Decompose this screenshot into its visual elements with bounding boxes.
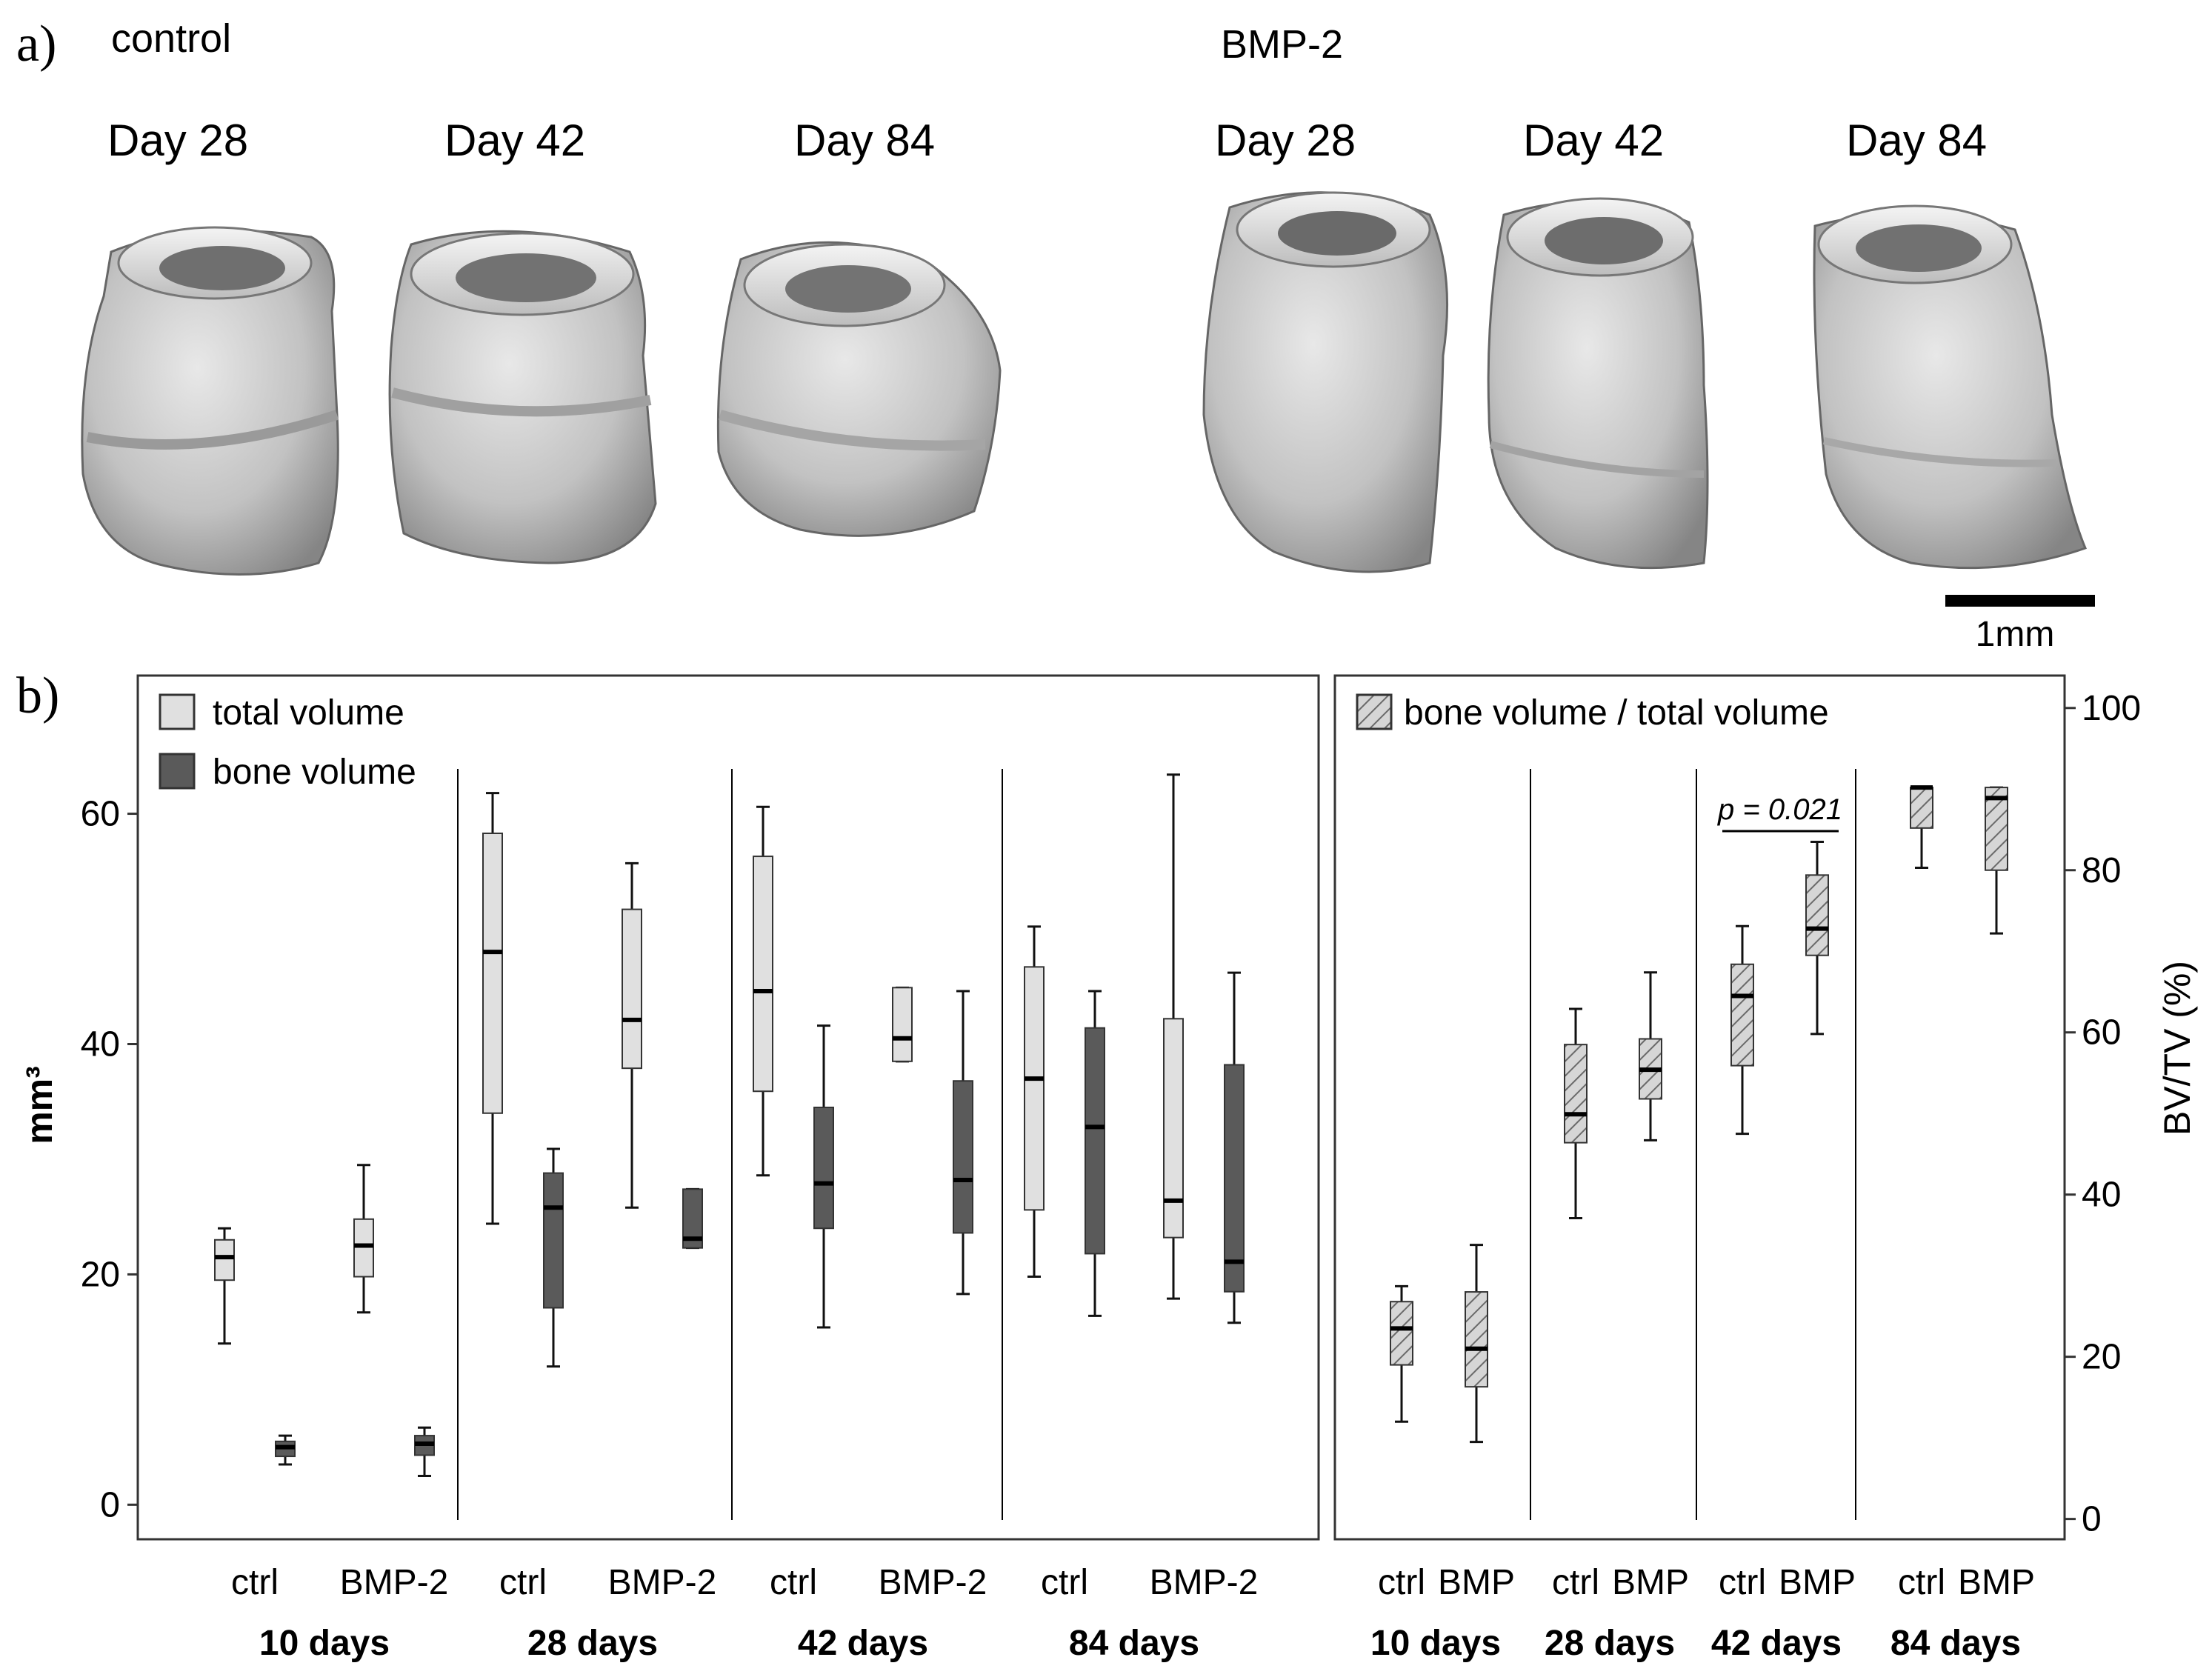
legend-swatch-bvtv bbox=[1356, 693, 1393, 730]
legend-swatch-bone-volume bbox=[159, 753, 196, 790]
box-84-days-ctrl-bone-volume-rect bbox=[1085, 1027, 1105, 1255]
bvtv-box-10-days-ctrl-rect bbox=[1390, 1301, 1413, 1366]
x-group-label-42-days: 42 days bbox=[798, 1624, 928, 1663]
scale-bar-label: 1mm bbox=[1976, 615, 2055, 654]
right-x-group-label-10-days: 10 days bbox=[1370, 1624, 1501, 1663]
right-x-category-label-84-days-bmp: BMP bbox=[1958, 1563, 2035, 1602]
p-value-annotation: p = 0.021 bbox=[1717, 793, 1842, 826]
x-group-label-28-days: 28 days bbox=[527, 1624, 658, 1663]
x-category-label-28-days-bmp-2: BMP-2 bbox=[608, 1563, 717, 1602]
volume-chart-marks: 0 20 40 60 ctrl BMP-2 10 days ctrl BMP-2 28 days c… bbox=[81, 769, 1259, 1663]
right-y-tick-label-80: 80 bbox=[2082, 851, 2121, 890]
box-42-days-bmp-2-bone-volume-rect bbox=[953, 1080, 973, 1234]
box-10-days-bmp-2-total-volume-rect bbox=[353, 1218, 374, 1278]
bvtv-chart: 0 20 40 60 80 100 ctrl BMP 10 days ctrl BMP 28 days… bbox=[1333, 674, 2198, 1663]
x-group-label-10-days: 10 days bbox=[259, 1624, 390, 1663]
bone-image-control-day42 bbox=[388, 230, 657, 564]
right-x-category-label-42-days-bmp: BMP bbox=[1779, 1563, 1856, 1602]
x-category-label-10-days-ctrl: ctrl bbox=[231, 1563, 279, 1602]
bvtv-box-84-days-bmp-rect bbox=[1985, 787, 2008, 871]
box-84-days-ctrl-total-volume-rect bbox=[1024, 966, 1045, 1211]
bmp2-day28-label: Day 28 bbox=[1215, 116, 1356, 165]
bmp2-day42-label: Day 42 bbox=[1523, 116, 1664, 165]
box-28-days-ctrl-bone-volume-rect bbox=[543, 1172, 564, 1309]
x-category-label-28-days-ctrl: ctrl bbox=[499, 1563, 547, 1602]
volume-chart-frame bbox=[136, 674, 1320, 1541]
x-category-label-42-days-ctrl: ctrl bbox=[770, 1563, 817, 1602]
bvtv-box-42-days-bmp-rect bbox=[1805, 874, 1829, 956]
box-84-days-bmp-2-bone-volume-rect bbox=[1224, 1064, 1245, 1293]
bvtv-chart-frame bbox=[1333, 674, 2066, 1541]
x-category-label-42-days-bmp-2: BMP-2 bbox=[879, 1563, 987, 1602]
y-tick-label-20: 20 bbox=[81, 1255, 120, 1294]
bvtv-chart-marks: 0 20 40 60 80 100 ctrl BMP 10 days ctrl BMP 28 days… bbox=[1370, 689, 2141, 1663]
right-x-group-label-28-days: 28 days bbox=[1545, 1624, 1675, 1663]
x-category-label-84-days-bmp-2: BMP-2 bbox=[1150, 1563, 1259, 1602]
bmp2-group-label: BMP-2 bbox=[1221, 22, 1343, 67]
control-day84-label: Day 84 bbox=[794, 116, 935, 165]
bone-image-bmp2-day28 bbox=[1202, 191, 1449, 573]
y-tick-label-0: 0 bbox=[100, 1485, 120, 1524]
bone-image-control-day84 bbox=[716, 241, 1002, 537]
right-x-group-label-42-days: 42 days bbox=[1711, 1624, 1842, 1663]
box-42-days-ctrl-bone-volume-rect bbox=[813, 1107, 834, 1230]
bone-image-control-day28 bbox=[81, 226, 339, 576]
x-category-label-10-days-bmp-2: BMP-2 bbox=[340, 1563, 449, 1602]
box-28-days-ctrl-total-volume-rect bbox=[482, 832, 503, 1114]
right-x-category-label-28-days-bmp: BMP bbox=[1612, 1563, 1689, 1602]
right-y-tick-label-40: 40 bbox=[2082, 1176, 2121, 1215]
right-x-category-label-28-days-ctrl: ctrl bbox=[1552, 1563, 1599, 1602]
box-42-days-ctrl-total-volume-rect bbox=[753, 856, 773, 1093]
bvtv-y-axis-title: BV/TV (%) bbox=[2156, 961, 2198, 1136]
box-84-days-bmp-2-total-volume-rect bbox=[1163, 1018, 1184, 1239]
bvtv-box-28-days-ctrl-rect bbox=[1564, 1044, 1588, 1144]
legend-swatch-total-volume bbox=[159, 693, 196, 730]
right-x-group-label-84-days: 84 days bbox=[1890, 1624, 2021, 1663]
control-day42-label: Day 42 bbox=[444, 116, 585, 165]
right-x-category-label-10-days-ctrl: ctrl bbox=[1378, 1563, 1425, 1602]
y-tick-label-60: 60 bbox=[81, 795, 120, 834]
x-category-label-84-days-ctrl: ctrl bbox=[1041, 1563, 1088, 1602]
bvtv-box-84-days-ctrl-rect bbox=[1910, 787, 1933, 829]
right-y-tick-label-0: 0 bbox=[2082, 1500, 2102, 1539]
volume-chart: 0 20 40 60 ctrl BMP-2 10 days ctrl BMP-2 28 days c… bbox=[19, 674, 1320, 1663]
x-group-label-84-days: 84 days bbox=[1069, 1624, 1199, 1663]
bvtv-box-10-days-bmp-rect bbox=[1465, 1291, 1488, 1388]
control-day28-label: Day 28 bbox=[107, 116, 248, 165]
right-x-category-label-10-days-bmp: BMP bbox=[1438, 1563, 1515, 1602]
volume-y-axis-title: mm³ bbox=[19, 1066, 60, 1144]
legend-label-total-volume: total volume bbox=[213, 693, 404, 733]
box-28-days-bmp-2-total-volume-rect bbox=[622, 908, 642, 1070]
right-y-tick-label-100: 100 bbox=[2082, 689, 2141, 728]
panel-a-letter: a) bbox=[16, 16, 56, 73]
bmp2-day84-label: Day 84 bbox=[1846, 116, 1987, 165]
bone-image-bmp2-day84 bbox=[1813, 204, 2087, 570]
control-group-label: control bbox=[111, 16, 231, 61]
panel-a: a) control BMP-2 Day 28 Day 42 Day 84 Da… bbox=[16, 16, 2095, 654]
legend-label-bone-volume: bone volume bbox=[213, 753, 416, 792]
right-x-category-label-42-days-ctrl: ctrl bbox=[1719, 1563, 1766, 1602]
y-tick-label-40: 40 bbox=[81, 1024, 120, 1064]
box-10-days-ctrl-total-volume-rect bbox=[214, 1239, 235, 1281]
bvtv-box-42-days-ctrl-rect bbox=[1730, 963, 1754, 1067]
legend-label-bvtv: bone volume / total volume bbox=[1404, 693, 1829, 733]
scale-bar bbox=[1945, 595, 2095, 607]
right-x-category-label-84-days-ctrl: ctrl bbox=[1898, 1563, 1945, 1602]
right-y-tick-label-20: 20 bbox=[2082, 1338, 2121, 1377]
panel-b-letter: b) bbox=[16, 667, 59, 724]
right-y-tick-label-60: 60 bbox=[2082, 1013, 2121, 1053]
bone-image-bmp2-day42 bbox=[1487, 197, 1709, 570]
box-42-days-bmp-2-total-volume-rect bbox=[892, 987, 913, 1062]
